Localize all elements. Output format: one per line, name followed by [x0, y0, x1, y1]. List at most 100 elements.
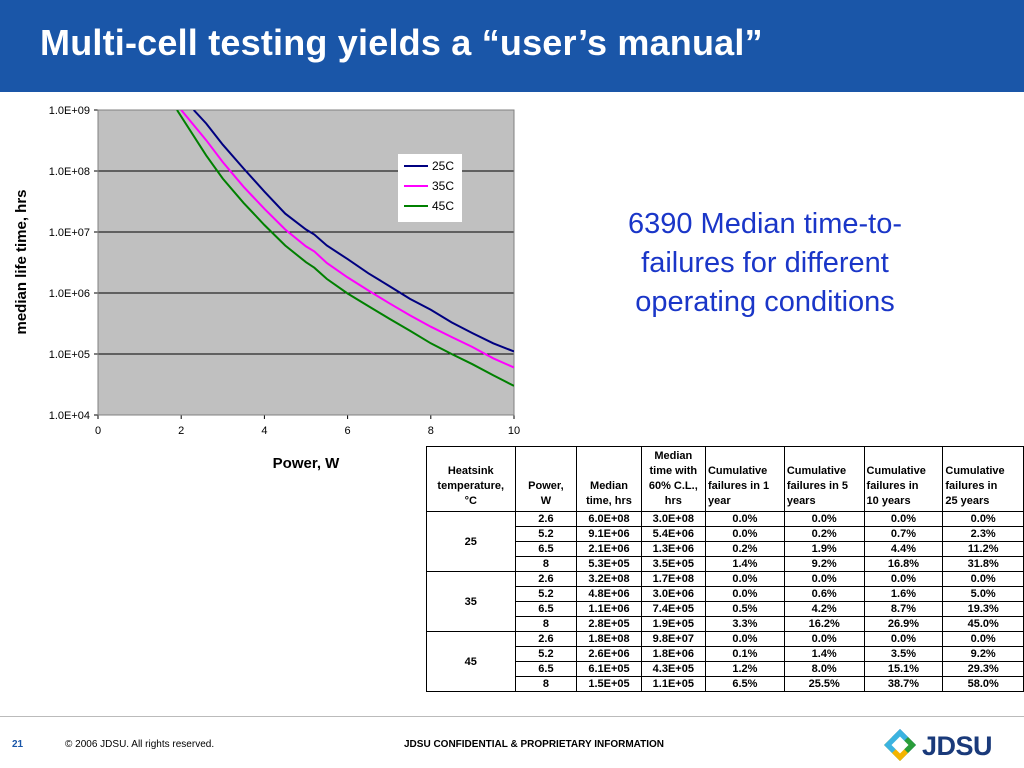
- table-cell: 1.5E+05: [576, 676, 642, 692]
- chart-svg: 1.0E+04 1.0E+05 1.0E+06 1.0E+07 1.0E+08 1.0E+…: [13, 105, 520, 472]
- y-tick-label: 1.0E+09: [49, 105, 90, 117]
- table-cell: 0.0%: [942, 511, 1024, 527]
- table-cell: 58.0%: [942, 676, 1024, 692]
- x-tick-label: 2: [178, 425, 184, 437]
- table-cell: 1.3E+06: [640, 541, 706, 557]
- column-header-line: time with: [649, 465, 698, 477]
- table-cell: 0.0%: [863, 511, 944, 527]
- table-cell: 3.2E+08: [576, 571, 642, 587]
- table-cell: 16.2%: [783, 616, 865, 632]
- x-axis-label: Power, W: [273, 455, 341, 472]
- table-cell: 7.4E+05: [640, 601, 706, 617]
- table-cell: 1.7E+08: [640, 571, 706, 587]
- table-cell: 15.1%: [863, 661, 944, 677]
- table-cell: 9.8E+07: [640, 631, 706, 647]
- table-cell: 5.3E+05: [576, 556, 642, 572]
- column-header-line: 25 years: [945, 495, 990, 507]
- table-row: 8 1.5E+05 1.1E+05 6.5% 25.5% 38.7% 58.0%: [427, 676, 1024, 692]
- callout-text: 6390 Median time-to-failures for differe…: [627, 208, 903, 318]
- table-cell: 3.5%: [863, 646, 944, 662]
- table-cell: 16.8%: [863, 556, 944, 572]
- column-header-line: Median: [590, 480, 628, 492]
- legend-label: 25C: [432, 159, 454, 173]
- table-cell: 5.2: [514, 586, 578, 602]
- table-cell: 1.8E+08: [576, 631, 642, 647]
- column-header-line: °C: [464, 495, 477, 507]
- table-cell: 4.4%: [863, 541, 944, 557]
- table-cell: 8.0%: [783, 661, 865, 677]
- column-header-line: temperature,: [437, 480, 505, 492]
- column-header-line: failures in 5: [786, 480, 848, 492]
- table-cell: 8: [514, 676, 578, 692]
- table-cell: 5.2: [514, 646, 578, 662]
- jdsu-logo-text: JDSU: [922, 731, 993, 761]
- column-header-line: Cumulative: [945, 465, 1005, 477]
- table-cell: 0.0%: [863, 571, 944, 587]
- table-cell: 2.6: [514, 511, 578, 527]
- copyright-text: © 2006 JDSU. All rights reserved.: [65, 739, 215, 750]
- column-header: Power, W: [514, 446, 578, 512]
- y-tick-label: 1.0E+05: [49, 349, 90, 361]
- table-cell: 8: [514, 616, 578, 632]
- table-cell: 45.0%: [942, 616, 1024, 632]
- column-header-line: year: [707, 495, 731, 507]
- table-cell: 6.5: [514, 661, 578, 677]
- table-cell: 4.8E+06: [576, 586, 642, 602]
- column-header-line: hrs: [664, 495, 682, 507]
- table-cell: 1.9%: [783, 541, 865, 557]
- table-cell: 26.9%: [863, 616, 944, 632]
- table-header-row: Heatsink temperature, °C Power, W Median time,…: [426, 446, 1024, 512]
- table-row: 6.5 1.1E+06 7.4E+05 0.5% 4.2% 8.7% 19.3%: [427, 601, 1024, 617]
- column-header-line: failures in: [866, 480, 919, 492]
- table-cell: 1.9E+05: [640, 616, 706, 632]
- table-cell: 1.8E+06: [640, 646, 706, 662]
- table-cell: 1.4%: [783, 646, 865, 662]
- table-row: 25 2.6 6.0E+08 3.0E+08 0.0% 0.0% 0.0% 0.0%: [426, 511, 1024, 572]
- table-cell: 6.0E+08: [576, 511, 642, 527]
- table-cell: 8: [514, 556, 578, 572]
- table-cell: 38.7%: [863, 676, 944, 692]
- column-header-line: Cumulative: [786, 465, 847, 477]
- table-cell: 0.0%: [704, 511, 785, 527]
- column-header-line: time, hrs: [586, 495, 632, 507]
- y-axis-label: median life time, hrs: [13, 189, 30, 334]
- column-header-line: failures in: [945, 480, 998, 492]
- table-cell: 9.1E+06: [576, 526, 642, 542]
- jdsu-logo-icon: [884, 729, 916, 761]
- column-header: Median time, hrs: [576, 446, 642, 512]
- table-cell: 2.6E+06: [576, 646, 642, 662]
- table-cell: 4.2%: [783, 601, 865, 617]
- failure-table: Heatsink temperature, °C Power, W Median time,…: [426, 446, 1024, 692]
- table-cell: 6.5%: [704, 676, 785, 692]
- table-cell: 0.0%: [704, 526, 785, 542]
- column-header-line: failures in 1: [707, 480, 770, 492]
- x-tick-label: 8: [428, 425, 434, 437]
- table-cell: 6.5: [514, 601, 578, 617]
- y-tick-label: 1.0E+04: [49, 410, 90, 422]
- heatsink-temp-cell: 45: [426, 631, 516, 692]
- legend-label: 45C: [432, 199, 454, 213]
- table-cell: 3.3%: [704, 616, 785, 632]
- table-row: 35 2.6 3.2E+08 1.7E+08 0.0% 0.0% 0.0% 0.0%: [426, 571, 1024, 632]
- legend-label: 35C: [432, 179, 454, 193]
- column-header-line: 10 years: [866, 495, 911, 507]
- column-header: Cumulative failures in 1 year: [704, 446, 785, 512]
- series-line-35C: [180, 110, 514, 369]
- table-row: 8 2.8E+05 1.9E+05 3.3% 16.2% 26.9% 45.0%: [427, 616, 1024, 632]
- column-header: Median time with 60% C.L., hrs: [640, 446, 706, 512]
- column-header-line: Heatsink: [447, 465, 494, 477]
- table-cell: 0.0%: [783, 511, 865, 527]
- table-row: 6.5 6.1E+05 4.3E+05 1.2% 8.0% 15.1% 29.3%: [427, 661, 1024, 677]
- table-row: 6.5 2.1E+06 1.3E+06 0.2% 1.9% 4.4% 11.2%: [427, 541, 1024, 557]
- table-cell: 1.2%: [704, 661, 785, 677]
- table-cell: 0.6%: [783, 586, 865, 602]
- x-tick-label: 6: [345, 425, 351, 437]
- table-cell: 0.0%: [942, 571, 1024, 587]
- table-cell: 31.8%: [942, 556, 1024, 572]
- series-line-25C: [192, 110, 514, 353]
- table-cell: 1.1E+06: [576, 601, 642, 617]
- table-cell: 1.1E+05: [640, 676, 706, 692]
- table-cell: 5.0%: [942, 586, 1024, 602]
- table-cell: 11.2%: [942, 541, 1024, 557]
- x-tick-label: 4: [261, 425, 267, 437]
